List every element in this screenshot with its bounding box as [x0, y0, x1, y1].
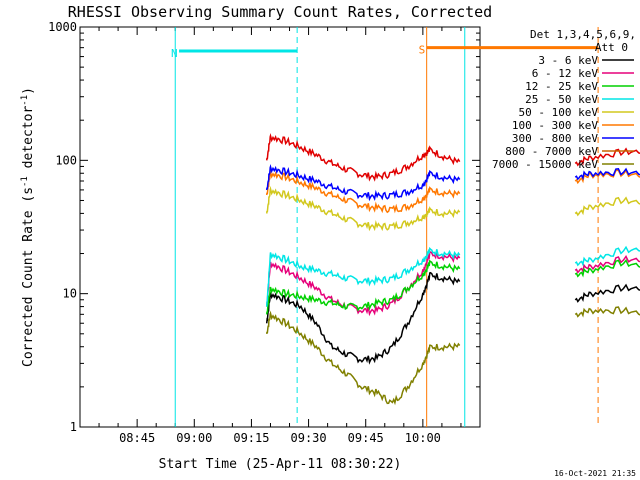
series-line-red-seg2 [574, 147, 640, 167]
render-timestamp: 16-Oct-2021 21:35 [554, 469, 636, 478]
legend-header-attenuator: Att 0 [595, 41, 628, 54]
plot-frame [79, 26, 481, 428]
legend-label-7: 800 - 7000 keV [505, 145, 598, 158]
legend-label-5: 100 - 300 keV [512, 119, 598, 132]
legend-label-4: 50 - 100 keV [519, 106, 599, 119]
x-tick-label: 08:45 [119, 431, 155, 445]
series-line-3-seg2 [574, 245, 640, 267]
legend-label-0: 3 - 6 keV [538, 54, 598, 67]
legend-label-6: 300 - 800 keV [512, 132, 598, 145]
x-axis-label: Start Time (25-Apr-11 08:30:22) [159, 457, 402, 472]
x-tick-label: 09:30 [291, 431, 327, 445]
series-group [265, 132, 640, 406]
series-line-6-seg2 [574, 167, 640, 181]
series-line-5-seg1 [265, 169, 461, 214]
y-axis-label-main: Corrected Count Rate (s [21, 187, 36, 367]
y-axis-label-sup1: -1 [20, 176, 30, 187]
x-tick-label: 09:15 [233, 431, 269, 445]
series-line-0-seg1 [265, 271, 461, 365]
y-axis-label: Corrected Count Rate (s-1 detector-1) [20, 87, 36, 367]
flag-label-S: S [419, 44, 426, 57]
series-line-0-seg2 [574, 283, 640, 303]
y-axis-label-mid: detector [21, 106, 36, 177]
series-line-2-seg1 [265, 259, 461, 315]
chart-title: RHESSI Observing Summary Count Rates, Co… [68, 3, 492, 21]
series-line-6-seg1 [265, 163, 461, 202]
series-line-5-seg2 [574, 169, 640, 185]
y-axis-label-end: ) [21, 87, 36, 95]
flag-label-N: N [171, 47, 178, 60]
y-tick-label: 10 [63, 287, 77, 301]
series-line-3-seg1 [265, 246, 461, 307]
legend-label-2: 12 - 25 keV [525, 80, 598, 93]
y-axis-label-sup2: -1 [20, 95, 30, 106]
legend-label-8: 7000 - 15000 keV [492, 158, 598, 171]
y-tick-label: 1000 [48, 20, 77, 34]
series-line-red-seg1 [265, 132, 461, 182]
series-line-8-seg2 [574, 306, 640, 318]
legend-label-3: 25 - 50 keV [525, 93, 598, 106]
series-line-2-seg2 [574, 258, 640, 278]
series-line-8-seg1 [265, 310, 461, 406]
annotations-group: NSF [171, 27, 599, 427]
series-line-1-seg1 [265, 251, 461, 317]
y-tick-label: 100 [55, 153, 77, 167]
x-tick-label: 10:00 [405, 431, 441, 445]
series-line-4-seg2 [574, 196, 640, 217]
series-line-1-seg2 [574, 255, 640, 274]
axes-group: 08:45 09:00 09:15 09:30 09:45 10:00 1 10 100 1000 [48, 20, 480, 445]
legend-header-detectors: Det 1,3,4,5,6,9, [530, 28, 636, 41]
x-tick-label: 09:00 [176, 431, 212, 445]
x-tick-label: 09:45 [348, 431, 384, 445]
y-tick-label: 1 [70, 420, 77, 434]
legend-label-1: 6 - 12 keV [532, 67, 599, 80]
series-line-4-seg1 [265, 185, 461, 232]
